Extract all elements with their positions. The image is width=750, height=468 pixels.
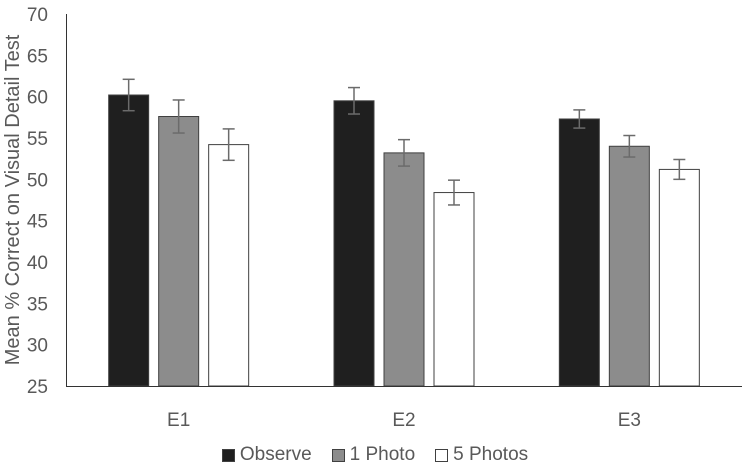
- y-tick-label: 55: [27, 129, 48, 150]
- error-bar: [348, 86, 360, 115]
- y-tick-label: 40: [27, 253, 48, 274]
- error-bar: [122, 78, 135, 112]
- y-tick-label: 60: [27, 88, 48, 109]
- bar-1-photo-e2: [383, 152, 425, 387]
- y-tick-label: 70: [27, 5, 48, 26]
- y-tick-label: 30: [27, 336, 48, 357]
- x-axis-categories: E1 E2 E3: [167, 410, 641, 431]
- bar-5-photos-e2: [433, 192, 475, 387]
- y-tick-label: 25: [27, 377, 48, 398]
- bar-5-photos-e1: [208, 144, 250, 387]
- legend: Observe 1 Photo 5 Photos: [0, 442, 750, 468]
- legend-label: Observe: [239, 444, 312, 465]
- error-bars: [122, 78, 686, 206]
- bar-5-photos-e3: [658, 168, 700, 387]
- error-bar: [222, 128, 235, 162]
- legend-swatch: [221, 448, 235, 462]
- error-bar: [172, 99, 185, 134]
- x-category-label: E2: [392, 410, 415, 431]
- error-bar: [398, 138, 410, 167]
- bar-series: [108, 94, 700, 387]
- legend-swatch: [331, 448, 345, 462]
- legend-swatch: [435, 448, 449, 462]
- x-category-label: E3: [618, 410, 641, 431]
- bar-observe-e1: [108, 94, 150, 387]
- bar-1-photo-e1: [158, 116, 200, 387]
- error-bar: [448, 179, 460, 206]
- bar-observe-e2: [333, 100, 375, 387]
- legend-item: Observe: [221, 444, 312, 466]
- bar-chart: 25 30 35 40 45 50 55 60 65 70 Mean % Correct on V…: [2, 5, 742, 431]
- y-tick-label: 45: [27, 212, 48, 233]
- legend-item: 5 Photos: [435, 444, 528, 466]
- x-category-label: E1: [167, 410, 190, 431]
- legend-label: 5 Photos: [453, 444, 529, 465]
- error-bar: [623, 134, 636, 158]
- bar-observe-e3: [558, 118, 600, 387]
- error-bar: [673, 158, 686, 181]
- y-tick-label: 65: [27, 46, 48, 67]
- y-tick-label: 35: [27, 294, 48, 315]
- y-axis-ticks: 25 30 35 40 45 50 55 60 65 70: [27, 5, 48, 398]
- legend-label: 1 Photo: [349, 444, 416, 465]
- y-axis-title: Mean % Correct on Visual Detail Test: [2, 34, 24, 365]
- bar-1-photo-e3: [608, 145, 650, 387]
- error-bar: [573, 109, 586, 129]
- y-tick-label: 50: [27, 170, 48, 191]
- legend-item: 1 Photo: [331, 444, 416, 466]
